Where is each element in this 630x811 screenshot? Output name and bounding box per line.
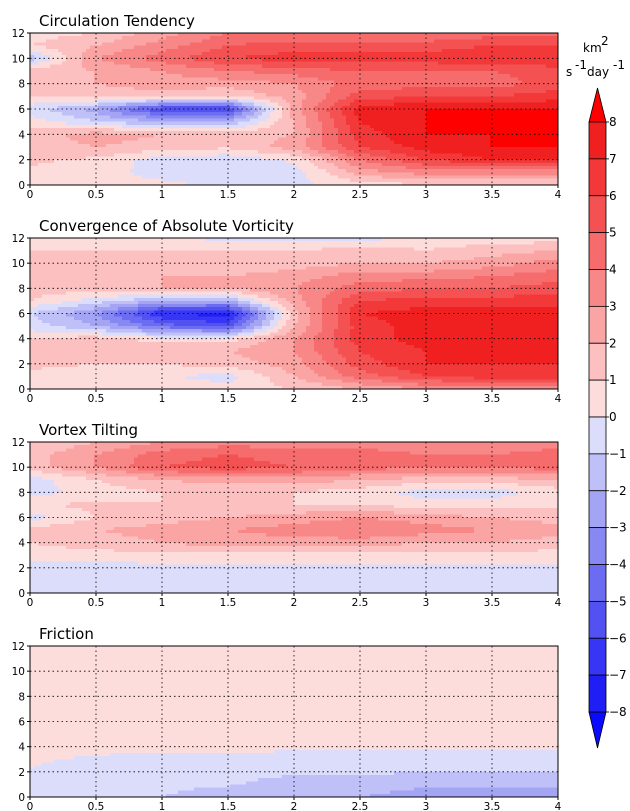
panel-title: Circulation Tendency	[39, 12, 195, 30]
